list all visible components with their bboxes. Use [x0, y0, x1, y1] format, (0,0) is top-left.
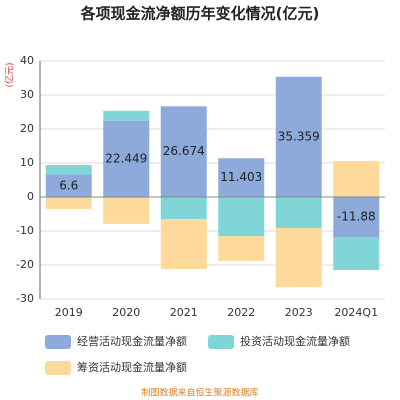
y-tick-label: 40 — [20, 54, 34, 67]
bar — [333, 197, 380, 238]
legend-label: 经营活动现金流量净额 — [77, 334, 187, 348]
bar — [275, 197, 322, 228]
legend-label: 筹资活动现金流量净额 — [77, 360, 187, 374]
x-tick-label: 2024Q1 — [334, 306, 378, 319]
bar — [218, 197, 265, 237]
bar — [333, 237, 380, 271]
chart-title: 各项现金流净额历年变化情况(亿元) — [80, 5, 320, 23]
bar — [103, 197, 150, 224]
legend-label: 投资活动现金流量净额 — [240, 334, 350, 348]
bar — [275, 227, 322, 288]
bar — [103, 120, 150, 197]
legend-swatch — [45, 335, 71, 349]
y-axis-label: (亿元) — [4, 62, 16, 87]
x-tick-label: 2020 — [112, 306, 140, 319]
bar — [103, 110, 150, 121]
data-label: 35.359 — [278, 129, 320, 143]
source-note: 制图数据来自恒生聚源数据库 — [141, 387, 258, 399]
y-tick-label: 20 — [20, 122, 34, 135]
y-tick-label: 30 — [20, 88, 34, 101]
data-label: 26.674 — [163, 144, 205, 158]
y-tick-label: -10 — [16, 224, 34, 237]
bar — [160, 219, 207, 270]
x-tick-label: 2023 — [285, 306, 313, 319]
data-label: 6.6 — [59, 178, 78, 192]
x-tick-label: 2019 — [55, 306, 83, 319]
bar — [45, 197, 92, 209]
y-tick-label: 10 — [20, 156, 34, 169]
y-tick-label: 0 — [27, 190, 34, 203]
x-tick-label: 2021 — [170, 306, 198, 319]
bar — [160, 197, 207, 220]
data-label: 22.449 — [105, 151, 147, 165]
bar — [218, 158, 265, 197]
data-label: 11.403 — [220, 170, 262, 184]
bar — [333, 160, 380, 197]
bar — [218, 236, 265, 261]
bar — [160, 106, 207, 197]
x-tick-label: 2022 — [227, 306, 255, 319]
bar — [45, 165, 92, 175]
legend-swatch — [45, 361, 71, 375]
y-tick-label: -20 — [16, 258, 34, 271]
bar — [45, 174, 92, 197]
data-label: -11.88 — [337, 210, 376, 224]
y-tick-label: -30 — [16, 292, 34, 305]
bar — [275, 76, 322, 197]
legend-swatch — [208, 335, 234, 349]
